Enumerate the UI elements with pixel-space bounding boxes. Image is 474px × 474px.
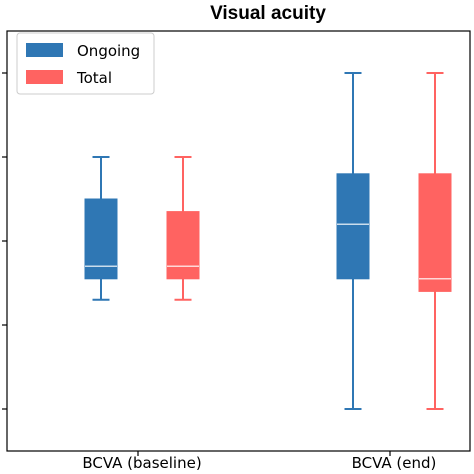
legend-label-ongoing: Ongoing	[77, 42, 140, 60]
x-axis-ticks: BCVA (baseline) BCVA (end)	[82, 451, 436, 472]
y-axis-ticks	[2, 72, 7, 410]
box-groups	[84, 72, 452, 410]
x-tick-label-0: BCVA (baseline)	[82, 454, 201, 472]
box-iqr	[336, 173, 370, 280]
legend-swatch-ongoing	[26, 43, 63, 57]
box-total-1	[418, 72, 452, 410]
legend-label-total: Total	[76, 69, 112, 87]
x-tick-label-1: BCVA (end)	[352, 454, 437, 472]
box-iqr	[84, 198, 118, 280]
box-iqr	[166, 211, 200, 280]
box-total-0	[166, 156, 200, 301]
box-ongoing-1	[336, 72, 370, 410]
box-iqr	[418, 173, 452, 292]
chart-title: Visual acuity	[210, 3, 326, 24]
box-ongoing-0	[84, 156, 118, 301]
legend: Ongoing Total	[16, 32, 155, 95]
legend-swatch-total	[26, 70, 63, 84]
